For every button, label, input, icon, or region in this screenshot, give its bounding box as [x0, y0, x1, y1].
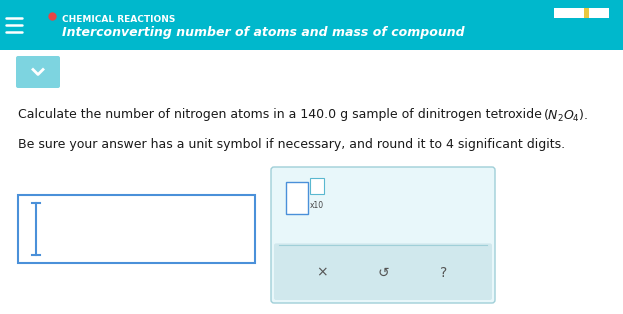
Text: x10: x10 [310, 202, 324, 210]
FancyBboxPatch shape [274, 243, 492, 300]
Text: $(N_2O_4)$.: $(N_2O_4)$. [543, 108, 588, 124]
Text: CHEMICAL REACTIONS: CHEMICAL REACTIONS [62, 15, 176, 24]
FancyBboxPatch shape [554, 8, 609, 18]
FancyBboxPatch shape [310, 178, 324, 194]
Text: ?: ? [440, 266, 448, 280]
Text: ↺: ↺ [377, 266, 389, 280]
Text: Calculate the number of nitrogen atoms in a 140.0 g sample of dinitrogen tetroxi: Calculate the number of nitrogen atoms i… [18, 108, 546, 121]
Text: Interconverting number of atoms and mass of compound: Interconverting number of atoms and mass… [62, 26, 465, 39]
FancyBboxPatch shape [16, 56, 60, 88]
FancyBboxPatch shape [0, 0, 623, 50]
FancyBboxPatch shape [584, 8, 589, 18]
FancyBboxPatch shape [286, 182, 308, 214]
FancyBboxPatch shape [271, 167, 495, 303]
Text: Be sure your answer has a unit symbol if necessary, and round it to 4 significan: Be sure your answer has a unit symbol if… [18, 138, 565, 151]
Text: ×: × [316, 266, 328, 280]
FancyBboxPatch shape [18, 195, 255, 263]
